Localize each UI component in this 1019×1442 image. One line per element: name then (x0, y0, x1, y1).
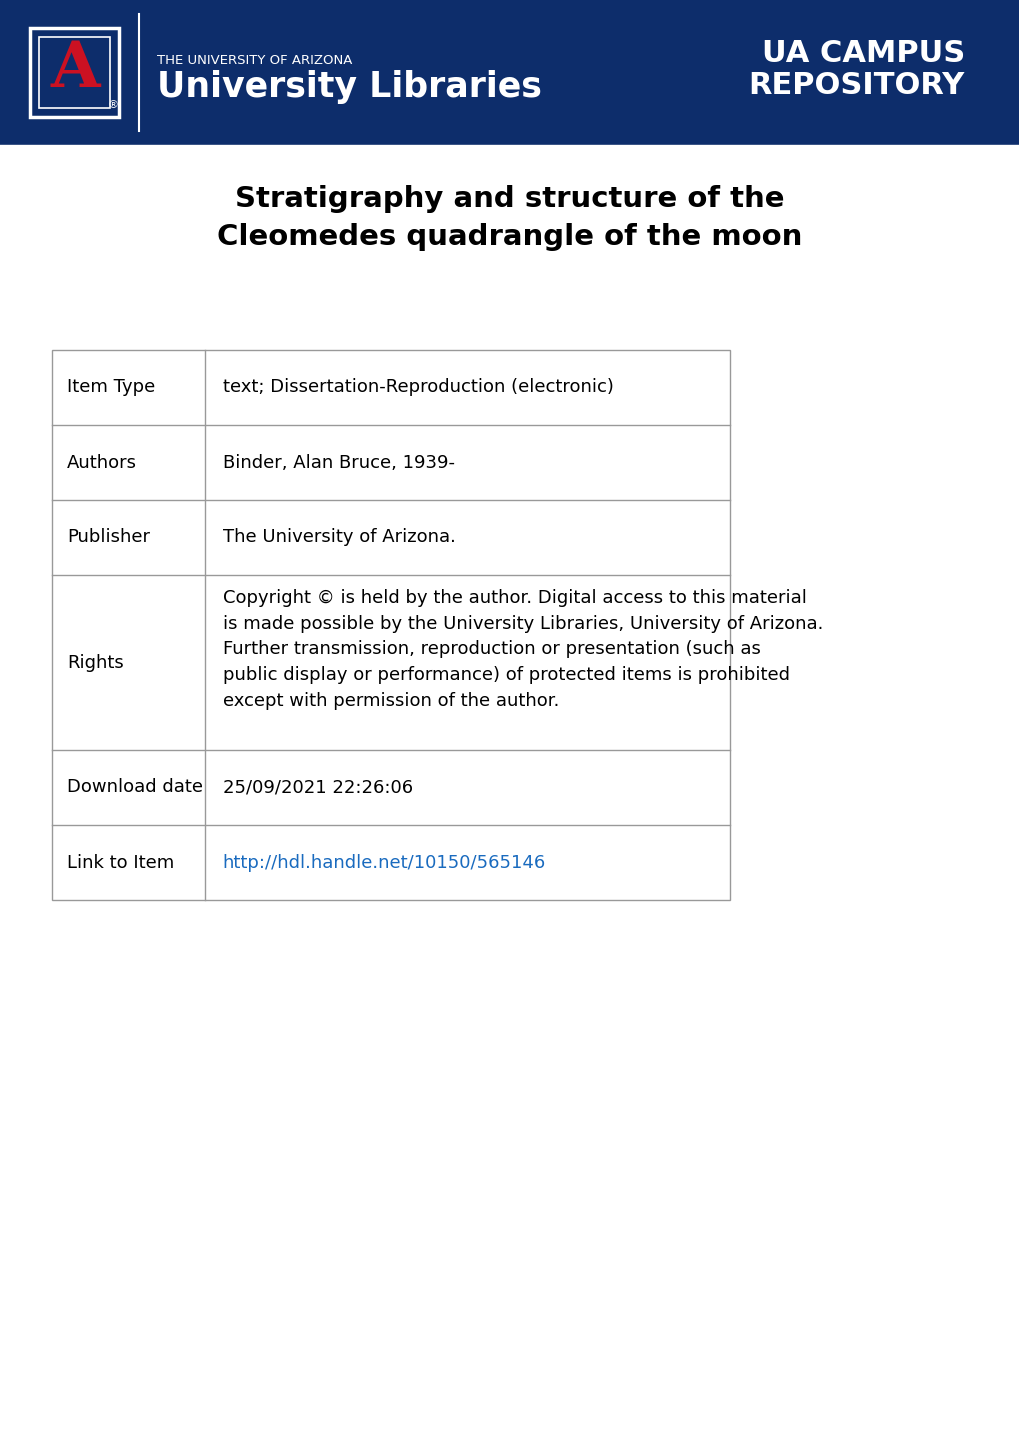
Text: http://hdl.handle.net/10150/565146: http://hdl.handle.net/10150/565146 (222, 854, 545, 871)
Text: Stratigraphy and structure of the: Stratigraphy and structure of the (235, 185, 784, 213)
Text: ®: ® (108, 99, 119, 110)
Text: Rights: Rights (67, 653, 123, 672)
Text: Download date: Download date (67, 779, 203, 796)
FancyBboxPatch shape (31, 27, 119, 117)
Text: REPOSITORY: REPOSITORY (748, 71, 964, 99)
Text: Item Type: Item Type (67, 378, 155, 397)
Text: The University of Arizona.: The University of Arizona. (222, 529, 454, 547)
Text: THE UNIVERSITY OF ARIZONA: THE UNIVERSITY OF ARIZONA (157, 55, 353, 68)
Text: Binder, Alan Bruce, 1939-: Binder, Alan Bruce, 1939- (222, 453, 454, 472)
Text: Authors: Authors (67, 453, 137, 472)
Text: text; Dissertation-Reproduction (electronic): text; Dissertation-Reproduction (electro… (222, 378, 612, 397)
Text: A: A (50, 39, 100, 99)
Text: University Libraries: University Libraries (157, 71, 542, 104)
Bar (0, 0, 1019, 146)
Text: Publisher: Publisher (67, 529, 150, 547)
Text: 25/09/2021 22:26:06: 25/09/2021 22:26:06 (222, 779, 413, 796)
Text: Link to Item: Link to Item (67, 854, 174, 871)
Text: Cleomedes quadrangle of the moon: Cleomedes quadrangle of the moon (217, 224, 802, 251)
Text: Copyright © is held by the author. Digital access to this material
is made possi: Copyright © is held by the author. Digit… (222, 588, 822, 709)
Text: UA CAMPUS: UA CAMPUS (761, 39, 964, 68)
Bar (52, 350, 730, 900)
